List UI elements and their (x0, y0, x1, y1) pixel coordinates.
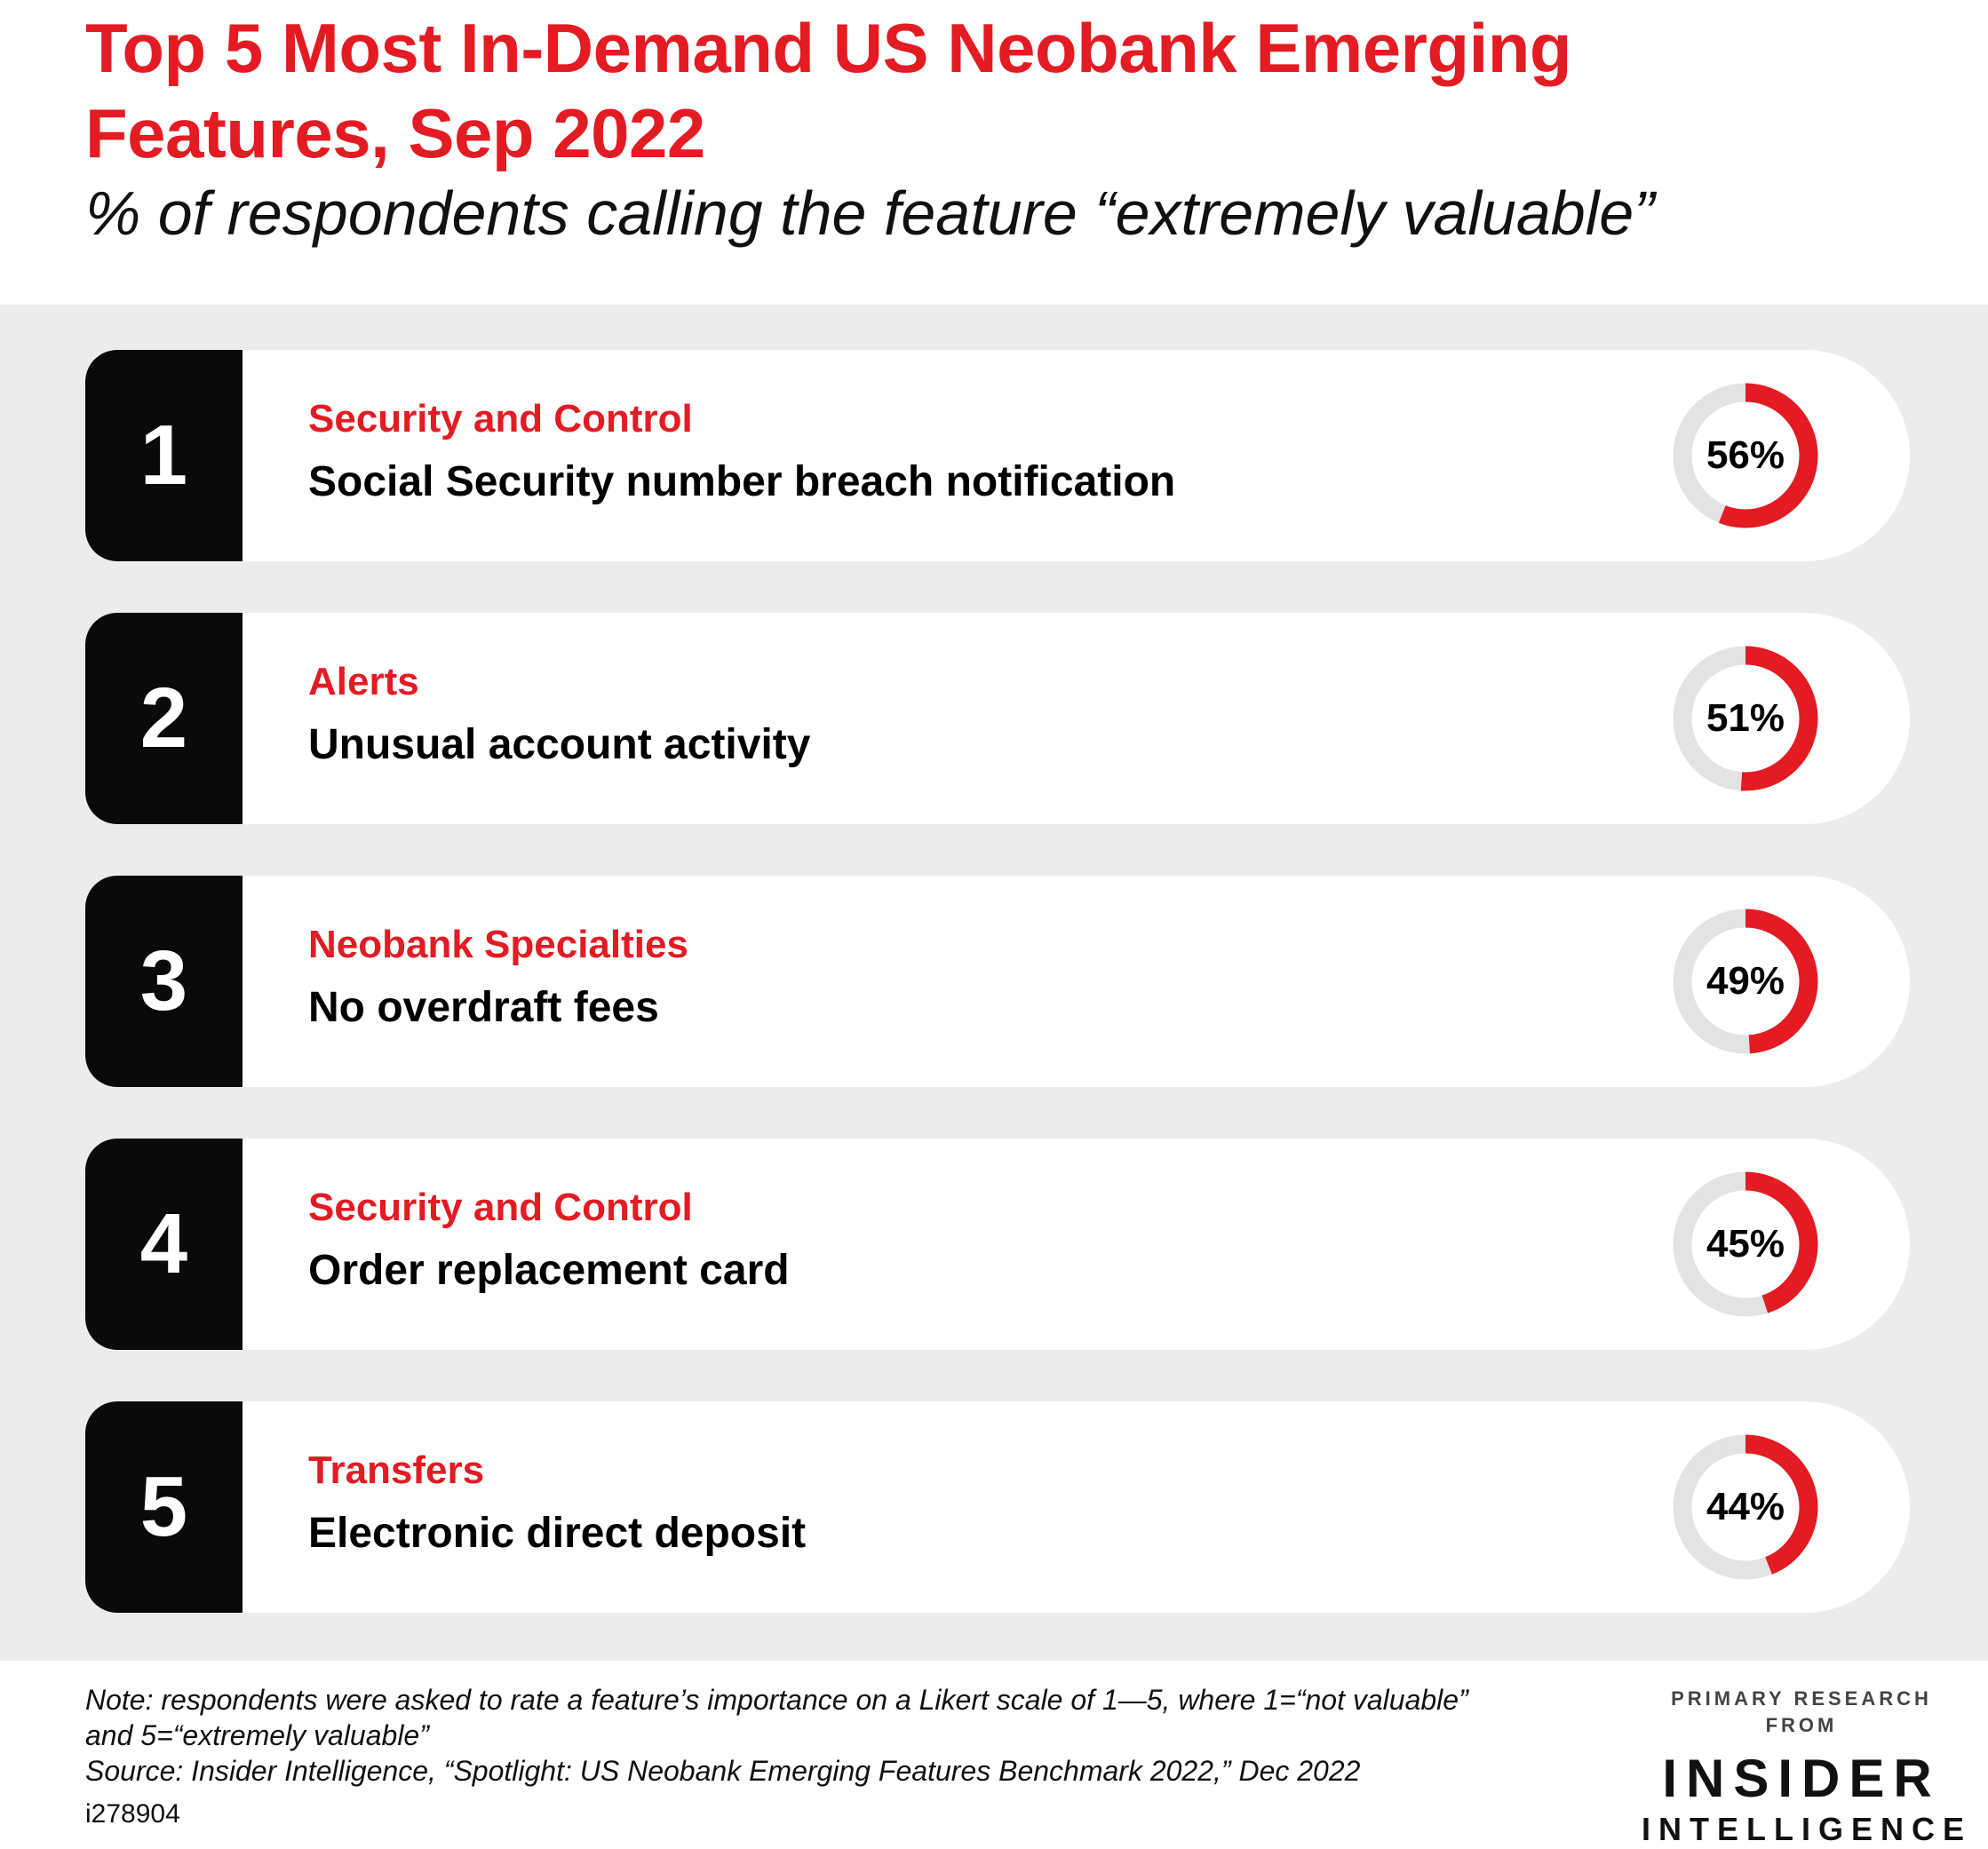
donut-chart (1673, 909, 1818, 1054)
ranking-panel: 1 Security and Control Social Security num… (0, 305, 1988, 1661)
rank-number: 1 (85, 350, 243, 561)
percent-label: 49% (1706, 959, 1785, 1003)
logo-word-insider: INSIDER (1662, 1749, 1941, 1808)
footnote: Note: respondents were asked to rate a f… (85, 1682, 1595, 1789)
logo-word-intelligence: INTELLIGENCE (1642, 1811, 1973, 1847)
chart-id: i278904 (85, 1799, 180, 1829)
feature-name: Social Security number breach notificati… (308, 458, 1176, 505)
feature-name: Unusual account activity (308, 721, 811, 768)
feature-card: 3 Neobank Specialties No overdraft fees 49% (85, 876, 1910, 1087)
feature-category: Security and Control (308, 397, 693, 440)
note-line-2: and 5=“extremely valuable” (85, 1719, 429, 1751)
page-title: Top 5 Most In-Demand US Neobank Emerging… (85, 9, 1572, 172)
percent-label: 56% (1706, 433, 1785, 477)
percent-label: 45% (1706, 1222, 1785, 1266)
donut-chart (1673, 1434, 1818, 1580)
donut-chart (1673, 646, 1818, 791)
feature-category: Security and Control (308, 1186, 693, 1229)
donut-value-arc (1673, 1434, 1818, 1580)
rank-number: 5 (85, 1401, 243, 1613)
feature-name: Order replacement card (308, 1247, 790, 1294)
feature-name: Electronic direct deposit (308, 1510, 807, 1557)
feature-category: Neobank Specialties (308, 923, 688, 966)
insider-intelligence-logo: PRIMARY RESEARCH FROM INSIDER INTELLIGEN… (1642, 1686, 1973, 1849)
rank-number: 3 (85, 876, 243, 1087)
percent-label: 44% (1706, 1485, 1785, 1528)
page-subtitle: % of respondents calling the feature “ex… (85, 179, 1655, 248)
feature-category: Alerts (308, 660, 419, 703)
logo-tagline: PRIMARY RESEARCH FROM (1671, 1687, 1932, 1736)
donut-chart (1673, 1171, 1818, 1317)
source-line: Source: Insider Intelligence, “Spotlight… (85, 1755, 1361, 1787)
donut-value-arc (1673, 909, 1818, 1054)
feature-category: Transfers (308, 1448, 485, 1492)
note-line-1: Note: respondents were asked to rate a f… (85, 1684, 1468, 1716)
feature-card: 1 Security and Control Social Security num… (85, 350, 1910, 561)
rank-number: 2 (85, 613, 243, 824)
feature-card: 2 Alerts Unusual account activity 51% (85, 613, 1910, 824)
donut-chart (1673, 383, 1818, 528)
rank-number: 4 (85, 1139, 243, 1350)
feature-card: 4 Security and Control Order replacement c… (85, 1139, 1910, 1350)
percent-label: 51% (1706, 696, 1785, 740)
donut-value-arc (1673, 383, 1818, 528)
donut-value-arc (1673, 646, 1818, 791)
feature-card: 5 Transfers Electronic direct deposit 44% (85, 1401, 1910, 1613)
donut-value-arc (1673, 1171, 1818, 1317)
feature-name: No overdraft fees (308, 984, 659, 1031)
